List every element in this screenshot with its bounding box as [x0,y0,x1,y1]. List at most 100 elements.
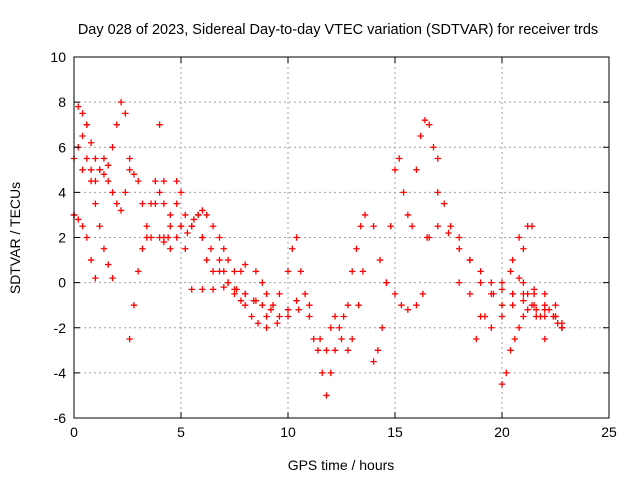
data-point [263,324,270,331]
data-point [259,279,266,286]
data-point [113,121,120,128]
data-point [421,116,429,124]
data-point [490,290,497,298]
data-point [237,297,245,304]
data-point [289,245,296,252]
data-point [87,177,95,185]
data-point [139,245,146,252]
series-track-7 [160,200,270,331]
data-point [558,324,566,331]
data-point [254,320,262,327]
data-point [92,200,99,207]
data-point [387,223,394,230]
data-point [423,234,431,241]
data-point [445,229,452,237]
chart-title: Day 028 of 2023, Sidereal Day-to-day VTE… [78,22,598,38]
data-point [430,144,437,151]
data-point [515,234,523,241]
data-point [248,313,255,320]
data-point [498,313,506,320]
y-tick-label: -4 [54,365,67,381]
data-point [297,268,305,275]
data-point [79,166,86,174]
data-point [284,268,292,275]
data-point [541,290,548,298]
series-track-12 [370,116,441,365]
data-point [263,313,270,320]
y-tick-label: 10 [50,49,66,65]
data-point [554,320,561,327]
data-point [441,200,448,207]
data-point [374,347,382,354]
data-point [126,335,133,343]
data-point [79,110,86,117]
y-tick-label: -6 [54,410,67,426]
data-point [267,306,275,313]
data-point [327,369,334,377]
data-point [413,301,420,309]
data-point [323,392,330,399]
data-point [105,177,112,185]
x-tick-label: 10 [280,424,296,440]
data-point [413,166,420,174]
data-point [349,335,356,343]
series-track-15 [456,279,566,331]
data-point [331,313,339,320]
data-point [306,313,313,320]
data-point [83,234,91,241]
series-track-10 [252,211,369,399]
data-point [434,223,441,230]
data-point [237,268,245,275]
data-point [105,261,112,268]
data-point [533,313,540,320]
data-point [344,347,352,354]
data-point [242,290,249,298]
data-point [231,286,238,293]
data-point [199,207,206,214]
data-point [96,166,103,174]
data-point [515,324,523,331]
data-point [520,297,527,304]
data-point [524,290,531,298]
data-point [220,283,227,291]
data-point [507,347,514,354]
data-point [466,290,474,298]
data-point [541,301,548,309]
data-point [147,234,155,241]
data-point [550,313,557,320]
data-point [295,306,302,313]
data-point [242,261,249,268]
data-point [391,166,399,174]
data-point [301,290,309,298]
data-point [92,155,99,162]
data-point [396,155,403,162]
series-track-8 [156,216,300,320]
data-point [376,256,384,264]
data-point [216,234,223,241]
data-point [541,335,548,343]
data-point [259,301,266,309]
data-point [314,347,322,354]
data-point [524,306,531,313]
data-point [338,335,345,343]
data-point [209,268,217,275]
series-track-3 [70,211,99,282]
data-point [327,324,334,331]
data-point [293,297,300,304]
data-point [447,223,454,230]
data-point [284,313,292,320]
data-point [316,335,324,343]
series-track-17 [473,268,548,343]
y-tick-label: 6 [58,139,66,155]
data-point [481,313,489,320]
data-point [252,297,260,304]
data-point [323,347,330,354]
data-point [530,286,538,293]
data-point [509,290,516,298]
data-point [310,335,317,343]
data-point [520,313,527,320]
data-point [173,177,180,185]
data-point [75,216,82,223]
data-point [477,279,484,286]
data-point [135,268,142,275]
